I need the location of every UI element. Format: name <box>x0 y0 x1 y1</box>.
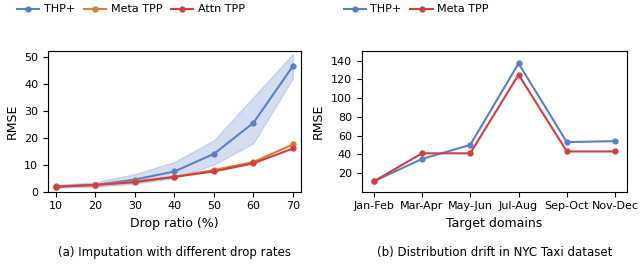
X-axis label: Target domains: Target domains <box>446 217 543 230</box>
Legend: THP+, Meta TPP, Attn TPP: THP+, Meta TPP, Attn TPP <box>13 0 249 19</box>
Legend: THP+, Meta TPP: THP+, Meta TPP <box>339 0 493 19</box>
Text: (a) Imputation with different drop rates: (a) Imputation with different drop rates <box>58 246 291 259</box>
Text: (b) Distribution drift in NYC Taxi dataset: (b) Distribution drift in NYC Taxi datas… <box>377 246 612 259</box>
Y-axis label: RMSE: RMSE <box>6 104 19 139</box>
Y-axis label: RMSE: RMSE <box>312 104 325 139</box>
X-axis label: Drop ratio (%): Drop ratio (%) <box>130 217 219 230</box>
